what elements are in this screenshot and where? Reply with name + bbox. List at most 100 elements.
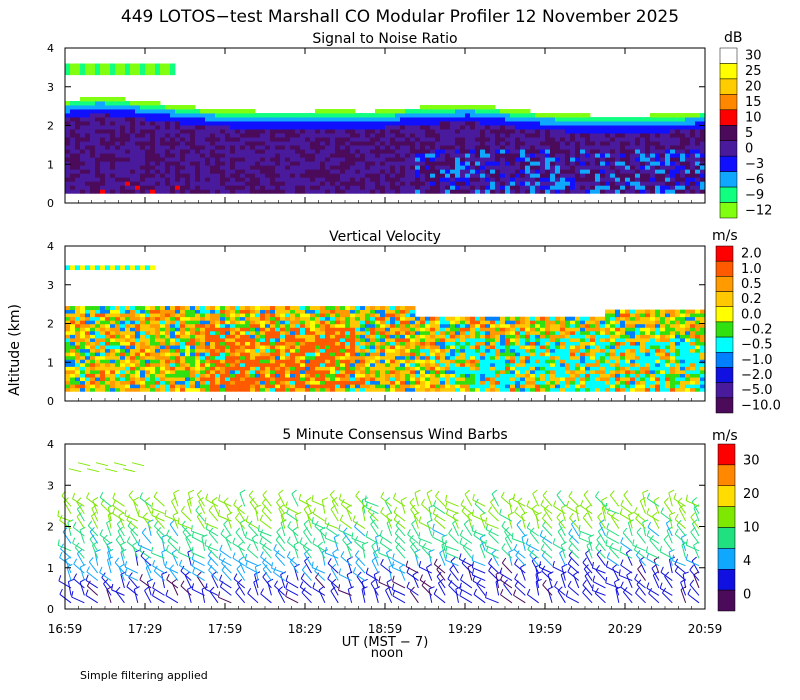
snr-cell <box>310 169 316 174</box>
snr-cell <box>675 129 681 134</box>
vv-cell <box>250 338 256 342</box>
snr-cell <box>110 185 116 190</box>
snr-cell <box>425 141 431 146</box>
vv-cell <box>95 348 101 353</box>
vv-cell <box>335 348 341 353</box>
snr-cell <box>145 157 151 162</box>
vv-cell <box>260 373 266 378</box>
snr-cell <box>385 153 391 158</box>
vv-cell <box>370 359 376 364</box>
snr-cell <box>535 149 541 154</box>
snr-cell <box>435 105 441 110</box>
snr-cell <box>510 157 516 162</box>
snr-cell <box>700 161 706 166</box>
snr-cell <box>195 113 201 118</box>
snr-cell <box>425 177 431 182</box>
snr-cell <box>525 157 531 162</box>
snr-cell <box>110 149 116 154</box>
snr-cell <box>540 141 546 146</box>
vv-cell <box>400 362 406 367</box>
snr-cell <box>65 129 71 134</box>
snr-cell <box>75 161 81 166</box>
snr-cell <box>380 181 386 186</box>
snr-cell <box>625 157 631 162</box>
vv-cell <box>205 345 211 350</box>
snr-cell <box>150 177 156 182</box>
snr-cell <box>130 149 136 154</box>
vv-cell <box>75 306 81 311</box>
vv-cell <box>130 377 136 382</box>
vv-cell <box>255 345 261 350</box>
snr-cell <box>120 169 126 174</box>
snr-cell <box>550 121 556 126</box>
snr-cell <box>555 125 561 130</box>
vv-cell <box>325 338 331 342</box>
snr-cell <box>165 145 171 150</box>
vv-cell <box>240 362 246 367</box>
snr-cell <box>210 177 216 182</box>
vv-cell <box>370 330 376 335</box>
snr-cell <box>360 177 366 182</box>
vv-cell <box>190 341 196 346</box>
vv-cell <box>425 341 431 346</box>
snr-cell <box>120 133 126 138</box>
vv-cell <box>480 362 486 367</box>
vv-cell <box>270 345 276 350</box>
vv-cell <box>170 327 176 332</box>
snr-cell <box>215 177 221 182</box>
vv-cell <box>375 359 381 364</box>
snr-cell <box>335 129 341 134</box>
snr-cell <box>580 181 586 186</box>
snr-cell <box>660 141 666 146</box>
vv-cell <box>280 345 286 350</box>
vv-cell <box>100 377 106 382</box>
vv-cell <box>275 306 281 311</box>
vv-cell <box>105 352 111 357</box>
snr-cell <box>460 161 466 166</box>
snr-cell <box>395 173 401 178</box>
snr-cell <box>400 157 406 162</box>
snr-cell <box>150 117 156 122</box>
vv-cell <box>120 384 126 389</box>
vv-cell <box>440 373 446 378</box>
snr-cell <box>490 145 496 150</box>
vv-cell <box>160 316 166 321</box>
snr-cell <box>645 189 651 194</box>
vv-cell <box>160 359 166 364</box>
snr-cell <box>80 169 86 174</box>
vv-cell <box>415 323 421 328</box>
snr-cell <box>460 129 466 134</box>
snr-cell <box>215 165 221 170</box>
vv-cell <box>115 348 121 353</box>
snr-cell <box>665 117 671 122</box>
snr-cell <box>630 153 636 158</box>
vv-cell <box>390 327 396 332</box>
snr-cell <box>500 133 506 138</box>
vv-cell <box>345 309 351 314</box>
vv-cell <box>100 316 106 321</box>
snr-cell <box>255 133 261 138</box>
snr-cell <box>700 173 706 178</box>
snr-cell <box>150 105 156 110</box>
vv-cell <box>355 377 361 382</box>
vv-cell <box>315 327 321 332</box>
snr-cell <box>530 177 536 182</box>
vv-cell <box>255 377 261 382</box>
vv-cell <box>410 306 416 311</box>
snr-cell <box>165 125 171 130</box>
snr-cell <box>340 121 346 126</box>
snr-cell <box>245 145 251 150</box>
snr-cell <box>520 161 526 166</box>
vv-cell <box>385 373 391 378</box>
snr-cell <box>165 149 171 154</box>
vv-cell <box>495 359 501 364</box>
snr-cell <box>90 141 96 146</box>
snr-cell <box>595 125 601 130</box>
snr-cell <box>210 149 216 154</box>
vv-cell <box>240 355 246 360</box>
snr-cell <box>70 173 76 178</box>
vv-cell <box>390 352 396 357</box>
snr-cell <box>205 145 211 150</box>
snr-cell <box>455 161 461 166</box>
vv-cell <box>140 373 146 378</box>
